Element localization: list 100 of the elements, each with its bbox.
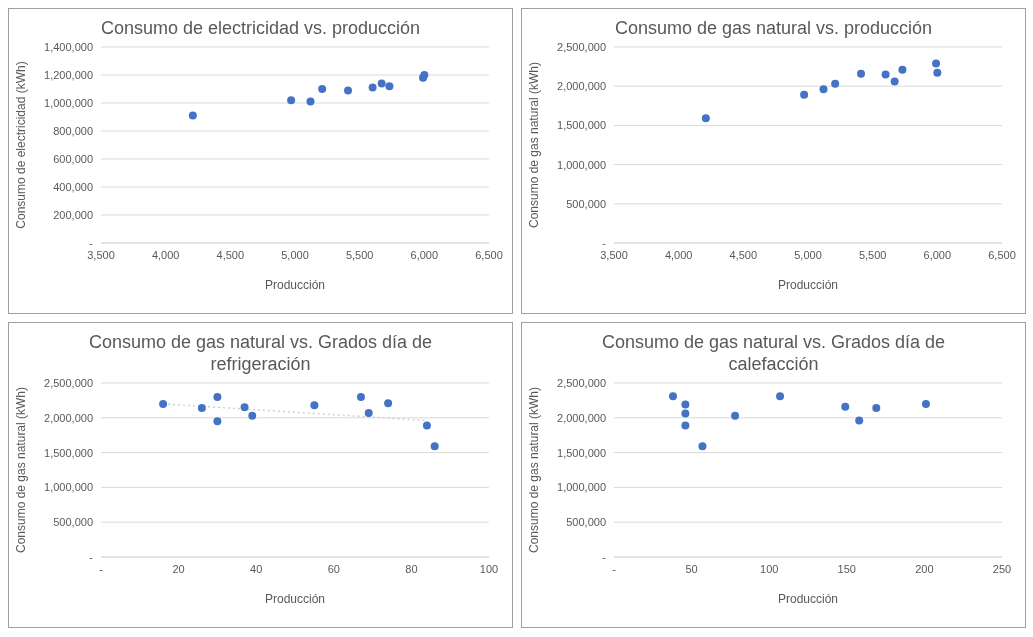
y-tick-label: 1,200,000 (44, 68, 93, 81)
point (368, 83, 377, 92)
point (668, 392, 677, 401)
point (197, 404, 206, 413)
y-tick-label: 400,000 (53, 180, 93, 193)
y-tick-label: 1,000,000 (557, 158, 606, 171)
x-tick-label: - (99, 562, 104, 575)
y-axis-title: Consumo de gas natural (kWh) (527, 386, 542, 554)
y-tick-label: 2,000,000 (557, 411, 606, 424)
x-axis-title: Producción (777, 278, 839, 292)
chart-title: Consumo de electricidad vs. producción (99, 17, 422, 39)
y-axis-title: Consumo de gas natural (kWh) (527, 61, 542, 229)
point (698, 442, 707, 451)
x-tick-label: 4,500 (216, 248, 245, 261)
point (933, 68, 942, 77)
chart-title: Consumo de gas natural vs. producción (613, 17, 934, 39)
y-tick-label: 2,500,000 (44, 376, 93, 389)
point (384, 399, 393, 408)
y-tick-label: 2,000,000 (557, 80, 606, 93)
y-tick-label: - (602, 550, 607, 563)
point (831, 79, 840, 88)
y-tick-label: - (602, 236, 607, 249)
x-tick-label: 3,500 (87, 248, 115, 261)
point (921, 399, 930, 408)
y-tick-label: 500,000 (566, 197, 606, 210)
x-tick-label: 200 (915, 562, 934, 575)
x-axis-title: Producción (264, 278, 326, 292)
point (776, 392, 785, 401)
x-tick-label: 150 (837, 562, 856, 575)
y-tick-label: 500,000 (53, 516, 93, 529)
y-tick-label: 1,400,000 (44, 40, 93, 53)
y-tick-label: 1,500,000 (557, 119, 606, 132)
y-tick-label: 1,000,000 (44, 96, 93, 109)
point (306, 97, 315, 106)
x-tick-label: 60 (327, 562, 340, 575)
y-tick-label: 2,500,000 (557, 376, 606, 389)
x-axis-title: Producción (264, 592, 326, 606)
point (855, 416, 864, 425)
y-tick-label: 2,000,000 (44, 411, 93, 424)
point (857, 69, 866, 78)
point (701, 114, 710, 123)
y-tick-label: 1,500,000 (557, 446, 606, 459)
x-tick-label: 4,500 (729, 248, 758, 261)
x-tick-label: 250 (992, 562, 1012, 575)
x-tick-label: 3,500 (600, 248, 628, 261)
x-tick-label: 4,000 (151, 248, 180, 261)
y-axis-title: Consumo de gas natural (kWh) (14, 386, 29, 554)
chart-title: Consumo de gas natural vs. Grados día de refrigeración (87, 331, 434, 375)
y-tick-label: 600,000 (53, 152, 93, 165)
chart-title: Consumo de gas natural vs. Grados día de calefacción (600, 331, 947, 375)
point (356, 392, 365, 401)
point (248, 411, 257, 420)
point (881, 70, 890, 79)
point (872, 404, 881, 413)
x-tick-label: 100 (479, 562, 499, 575)
y-tick-label: 200,000 (53, 208, 93, 221)
x-tick-label: 40 (250, 562, 263, 575)
point (841, 402, 850, 411)
point (188, 111, 197, 120)
y-tick-label: - (89, 550, 94, 563)
point (213, 392, 222, 401)
point (213, 417, 222, 426)
x-tick-label: 6,500 (475, 248, 503, 261)
x-tick-label: 50 (685, 562, 698, 575)
point (385, 82, 394, 91)
x-tick-label: 6,000 (410, 248, 439, 261)
point (159, 399, 168, 408)
point (800, 90, 809, 99)
y-tick-label: 2,500,000 (557, 40, 606, 53)
y-tick-label: 1,000,000 (557, 481, 606, 494)
point (377, 79, 386, 88)
point (898, 65, 907, 74)
point (422, 421, 431, 430)
x-tick-label: 5,500 (858, 248, 887, 261)
point (430, 442, 439, 451)
y-tick-label: 1,500,000 (44, 446, 93, 459)
x-axis-title: Producción (777, 592, 839, 606)
point (731, 411, 740, 420)
point (310, 401, 319, 410)
point (364, 408, 373, 417)
x-tick-label: 5,500 (345, 248, 374, 261)
x-tick-label: - (612, 562, 617, 575)
x-tick-label: 6,000 (923, 248, 952, 261)
point (681, 421, 690, 430)
x-tick-label: 4,000 (664, 248, 693, 261)
point (240, 403, 249, 412)
x-tick-label: 100 (760, 562, 779, 575)
y-tick-label: 800,000 (53, 124, 93, 137)
y-tick-label: - (89, 236, 94, 249)
point (681, 409, 690, 418)
x-tick-label: 20 (172, 562, 185, 575)
x-tick-label: 80 (405, 562, 418, 575)
point (318, 85, 327, 93)
point (890, 77, 899, 86)
x-tick-label: 5,000 (794, 248, 822, 261)
y-tick-label: 500,000 (566, 516, 606, 529)
point (932, 59, 941, 68)
point (344, 86, 353, 95)
point (681, 400, 690, 409)
x-tick-label: 5,000 (281, 248, 309, 261)
